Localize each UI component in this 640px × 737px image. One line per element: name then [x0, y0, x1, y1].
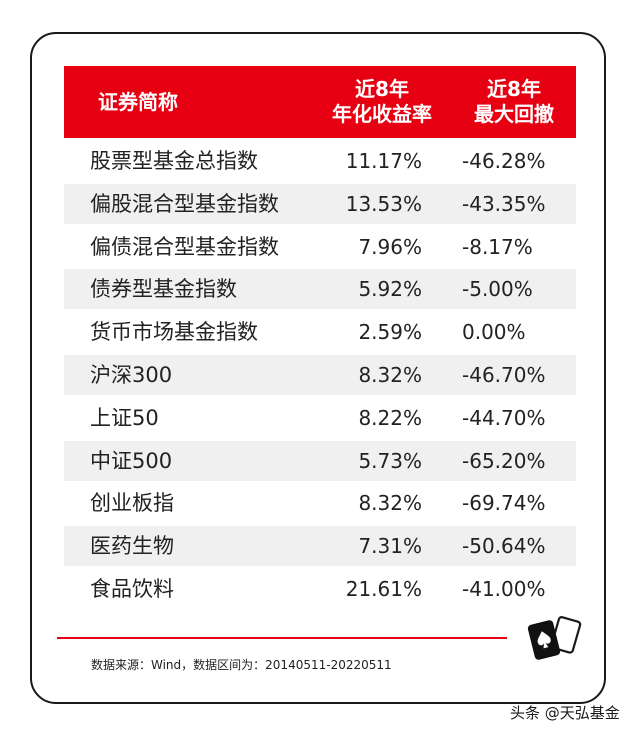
row-name: 货币市场基金指数 [90, 320, 258, 345]
watermark-text: 头条 @天弘基金 [510, 704, 620, 722]
row-return: 7.31% [358, 534, 422, 559]
row-return: 13.53% [345, 191, 422, 216]
table-row: 食品饮料 21.61% -41.00% [64, 569, 576, 609]
row-drawdown: -65.20% [462, 448, 546, 473]
table-row: 医药生物 7.31% -50.64% [64, 526, 576, 567]
data-source-note: 数据来源：Wind，数据区间为：20140511-20220511 [91, 658, 392, 672]
row-name: 沪深300 [90, 362, 173, 387]
row-name: 食品饮料 [90, 576, 174, 601]
table-row: 上证50 8.22% -44.70% [64, 398, 576, 438]
header-name: 证券简称 [98, 90, 178, 114]
row-name: 偏股混合型基金指数 [90, 191, 279, 216]
table-row: 创业板指 8.32% -69.74% [64, 483, 576, 523]
row-return: 2.59% [358, 320, 422, 345]
header-drawdown-line2: 最大回撤 [474, 102, 554, 126]
table-row: 货币市场基金指数 2.59% 0.00% [64, 312, 576, 352]
row-drawdown: 0.00% [462, 320, 526, 345]
row-name: 医药生物 [90, 534, 174, 559]
row-drawdown: -69.74% [462, 491, 546, 516]
row-return: 8.32% [358, 491, 422, 516]
header-return: 近8年 年化收益率 [312, 77, 452, 127]
row-drawdown: -44.70% [462, 405, 546, 430]
row-drawdown: -46.70% [462, 362, 546, 387]
row-return: 5.92% [358, 277, 422, 302]
row-drawdown: -8.17% [462, 234, 533, 259]
row-name: 债券型基金指数 [90, 277, 237, 302]
playing-cards-icon [527, 616, 582, 660]
row-return: 11.17% [345, 149, 422, 173]
table-header: 证券简称 近8年 年化收益率 近8年 最大回撤 [64, 66, 576, 138]
red-divider [57, 637, 507, 639]
row-name: 中证500 [90, 448, 173, 473]
row-return: 21.61% [345, 576, 422, 601]
row-drawdown: -41.00% [462, 576, 546, 601]
row-name: 创业板指 [90, 491, 174, 516]
table-row: 偏债混合型基金指数 7.96% -8.17% [64, 227, 576, 267]
table-row: 偏股混合型基金指数 13.53% -43.35% [64, 183, 576, 224]
table-row: 沪深300 8.32% -46.70% [64, 354, 576, 395]
row-return: 8.22% [358, 405, 422, 430]
row-return: 5.73% [358, 448, 422, 473]
row-name: 股票型基金总指数 [90, 149, 258, 173]
row-name: 上证50 [90, 405, 159, 430]
table-row: 中证500 5.73% -65.20% [64, 440, 576, 481]
header-drawdown-line1: 近8年 [487, 77, 541, 101]
header-return-line2: 年化收益率 [332, 102, 432, 126]
table-row: 债券型基金指数 5.92% -5.00% [64, 269, 576, 310]
row-return: 8.32% [358, 362, 422, 387]
row-return: 7.96% [358, 234, 422, 259]
row-name: 偏债混合型基金指数 [90, 234, 279, 259]
header-drawdown: 近8年 最大回撤 [452, 77, 576, 127]
row-drawdown: -46.28% [462, 149, 546, 173]
row-drawdown: -5.00% [462, 277, 533, 302]
row-drawdown: -50.64% [462, 534, 546, 559]
table-body: 股票型基金总指数 11.17% -46.28% 偏股混合型基金指数 13.53%… [64, 141, 576, 612]
table-row: 股票型基金总指数 11.17% -46.28% [64, 141, 576, 181]
row-drawdown: -43.35% [462, 191, 546, 216]
header-return-line1: 近8年 [355, 77, 409, 101]
